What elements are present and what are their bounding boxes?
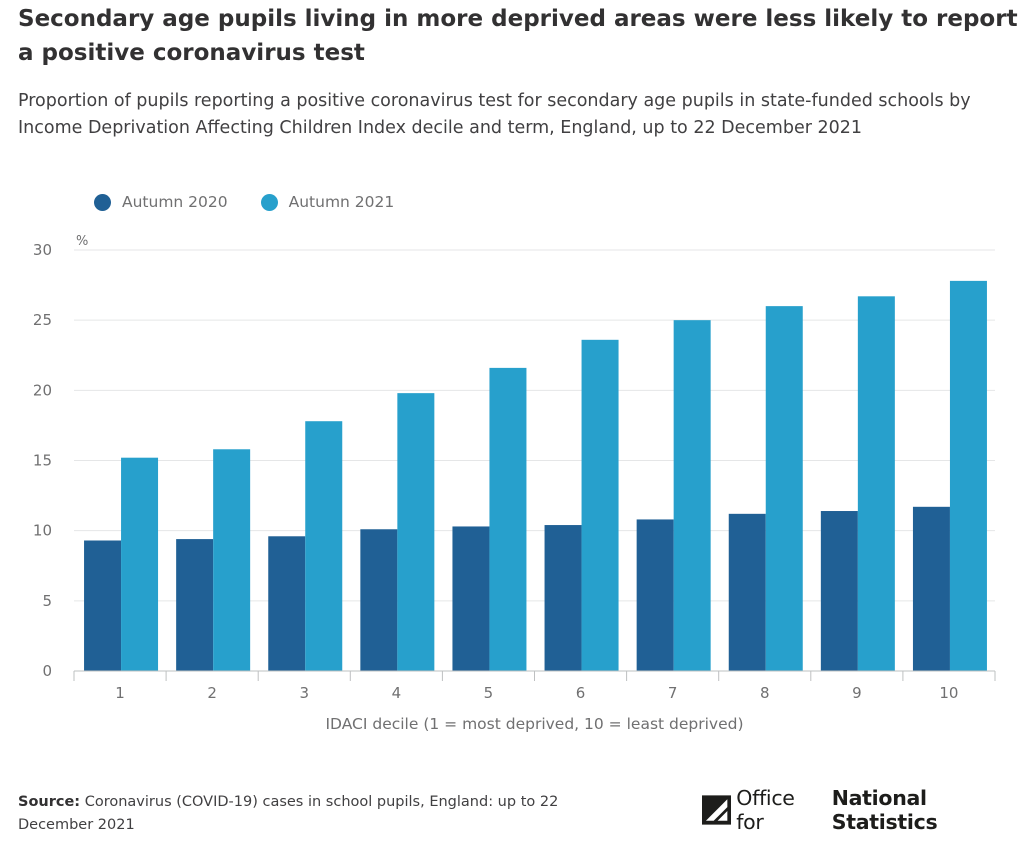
x-axis-title: IDACI decile (1 = most deprived, 10 = le…	[325, 715, 743, 733]
x-tick-label: 4	[392, 684, 402, 702]
chart-legend: Autumn 2020 Autumn 2021	[94, 190, 427, 214]
x-tick-label: 1	[115, 684, 125, 702]
bar-autumn-2020	[452, 526, 490, 671]
legend-label-autumn-2021: Autumn 2021	[288, 193, 395, 211]
legend-item-autumn-2020[interactable]: Autumn 2020	[94, 193, 228, 211]
bar-autumn-2021	[489, 367, 527, 671]
bar-autumn-2021	[857, 296, 895, 671]
bar-autumn-2021	[581, 339, 619, 671]
bar-autumn-2020	[268, 536, 306, 671]
x-tick-label: 3	[299, 684, 309, 702]
legend-swatch-autumn-2021	[260, 193, 278, 211]
bar-chart: 0 5 10 15 20 25 30 % 1 2 3 4 5 6 7 8 9 10 IDACI decile (1 …	[33, 234, 996, 733]
y-tick-label: 10	[33, 522, 52, 540]
bar-autumn-2020	[544, 525, 582, 671]
chart-subtitle: Proportion of pupils reporting a positiv…	[18, 91, 971, 138]
x-tick-label: 2	[207, 684, 217, 702]
bar-autumn-2021	[949, 280, 987, 671]
legend-item-autumn-2021[interactable]: Autumn 2021	[260, 193, 395, 211]
bar-autumn-2020	[636, 519, 674, 671]
source-text: Coronavirus (COVID-19) cases in school p…	[18, 794, 559, 833]
x-tick-label: 6	[576, 684, 586, 702]
y-tick-label: 30	[33, 241, 52, 259]
y-tick-label: 25	[33, 311, 52, 329]
source-label: Source:	[18, 794, 81, 810]
ons-logo-bold-text: National Statistics	[831, 786, 938, 834]
x-tick-label: 7	[668, 684, 678, 702]
ons-logo[interactable]: Office for National Statistics	[702, 786, 1034, 834]
y-tick-label: 15	[33, 452, 52, 470]
bar-autumn-2021	[305, 421, 343, 671]
bar-autumn-2021	[397, 393, 435, 671]
legend-label-autumn-2020: Autumn 2020	[122, 193, 228, 211]
y-tick-label: 20	[33, 381, 52, 399]
legend-swatch-autumn-2020	[94, 193, 111, 211]
x-tick-label: 8	[760, 684, 770, 702]
chart-title: Secondary age pupils living in more depr…	[18, 6, 1018, 66]
x-tick-label: 5	[484, 684, 494, 702]
y-tick-label: 5	[42, 592, 52, 610]
x-tick-label: 10	[939, 684, 958, 702]
bar-autumn-2021	[765, 306, 803, 671]
bar-autumn-2021	[121, 457, 159, 671]
bar-autumn-2020	[360, 529, 398, 671]
source-note: Source: Coronavirus (COVID-19) cases in …	[18, 791, 578, 837]
bar-autumn-2020	[84, 540, 122, 671]
y-unit-label: %	[76, 234, 88, 249]
y-tick-label: 0	[42, 662, 52, 680]
ons-logo-light-text: Office for	[736, 786, 795, 834]
bar-autumn-2020	[728, 513, 766, 671]
bar-autumn-2021	[213, 449, 251, 671]
bar-autumn-2020	[176, 539, 214, 671]
bar-autumn-2021	[673, 320, 711, 671]
x-tick-label: 9	[852, 684, 862, 702]
bar-autumn-2020	[912, 506, 950, 671]
bar-autumn-2020	[820, 511, 858, 671]
ons-logo-icon	[702, 795, 732, 825]
